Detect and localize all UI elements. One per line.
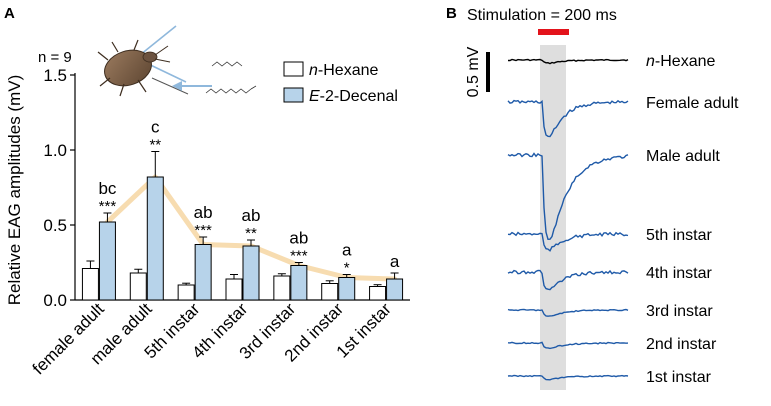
- decenal-molecule-icon: [205, 85, 257, 94]
- stink-bug-illustration: [97, 25, 189, 97]
- y-tick-label: 1.5: [43, 66, 67, 85]
- legend-decenal-label: E-2-Decenal: [309, 88, 398, 105]
- eag-trace: [507, 374, 629, 381]
- eag-traces-group: n-Hexane Female adult Male adult 5th instar…: [507, 53, 739, 386]
- panel-b-label: B: [446, 5, 457, 22]
- group-letter: ab: [242, 206, 261, 225]
- panel-a-label: A: [4, 5, 15, 22]
- significance-stars: ***: [290, 248, 308, 265]
- trace-label: n-Hexane: [646, 53, 715, 70]
- decenal-bar: [386, 278, 404, 301]
- bars-group: [81, 151, 404, 301]
- eag-trace: [507, 269, 629, 291]
- annotation-labels-group: ***bc**c***ab**ab***ab*aa: [98, 118, 399, 277]
- hexane-bar: [225, 278, 243, 301]
- group-letter: a: [390, 252, 400, 271]
- trace-label: Female adult: [646, 95, 739, 112]
- stimulation-bar: [538, 29, 569, 35]
- group-letter: c: [151, 118, 160, 137]
- significance-stars: *: [344, 260, 350, 277]
- decenal-bar: [242, 245, 260, 301]
- legend-decenal-swatch: [283, 87, 304, 103]
- hexane-molecule-icon: [211, 61, 243, 67]
- significance-stars: **: [245, 225, 257, 242]
- hexane-bar: [177, 284, 195, 301]
- y-axis-title: Relative EAG amplitudes (mV): [5, 75, 24, 306]
- trace-label: 1st instar: [646, 369, 712, 386]
- hexane-bar: [369, 286, 387, 301]
- eag-trace: [507, 341, 629, 350]
- hexane-bar: [81, 268, 99, 301]
- sample-size-label: n = 9: [38, 49, 72, 66]
- significance-stars: **: [149, 137, 161, 154]
- y-tick-label: 1.0: [43, 141, 67, 160]
- eag-trace: [508, 58, 629, 65]
- significance-stars: ***: [194, 222, 212, 239]
- stimulation-label: Stimulation = 200 ms: [467, 7, 617, 24]
- eag-trace: [507, 308, 629, 317]
- y-tick-label: 0.5: [43, 216, 67, 235]
- eag-trace: [507, 231, 629, 252]
- group-letter: ab: [194, 203, 213, 222]
- decenal-bar: [194, 244, 212, 301]
- stimulation-window: [540, 45, 566, 390]
- eag-trace: [507, 99, 629, 138]
- trace-label: 5th instar: [646, 227, 712, 244]
- hexane-bar: [129, 272, 147, 301]
- group-letter: a: [342, 241, 352, 260]
- legend: n-Hexane E-2-Decenal: [283, 61, 398, 105]
- legend-hexane-label: n-Hexane: [309, 62, 378, 79]
- trace-label: 4th instar: [646, 265, 712, 282]
- trace-label: 3rd instar: [646, 303, 713, 320]
- hexane-bar: [321, 283, 339, 301]
- legend-hexane-swatch: [283, 61, 304, 77]
- trace-label: Male adult: [646, 148, 720, 165]
- odor-arrow-icon: [172, 81, 212, 91]
- significance-stars: ***: [99, 198, 117, 215]
- trace-label: 2nd instar: [646, 336, 717, 353]
- eag-trace: [507, 152, 629, 241]
- x-tick-label: female adult: [29, 299, 108, 378]
- decenal-bar: [98, 221, 116, 301]
- group-letter: ab: [289, 229, 308, 248]
- scale-bar-label: 0.5 mV: [465, 46, 482, 97]
- y-tick-label: 0.0: [43, 291, 67, 310]
- hexane-bar: [273, 275, 291, 301]
- decenal-bar: [290, 265, 308, 301]
- group-letter: bc: [98, 179, 116, 198]
- decenal-bar: [146, 176, 164, 301]
- decenal-bar: [338, 277, 356, 301]
